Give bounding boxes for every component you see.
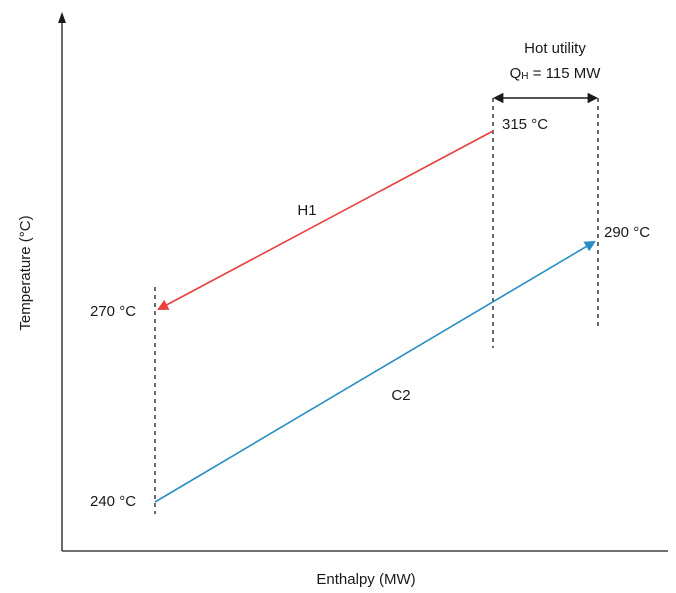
- hot-stream-start-temp: 315 °C: [502, 116, 548, 133]
- hot-utility-q-subscript: H: [521, 71, 528, 82]
- hot-stream-name: H1: [297, 202, 316, 219]
- cold-stream-line: [154, 240, 596, 503]
- hot-utility-q-symbol: Q: [510, 65, 522, 82]
- hot-utility-q-value: = 115 MW: [529, 65, 602, 82]
- cold-stream-end-temp: 290 °C: [604, 224, 650, 241]
- x-axis-label: Enthalpy (MW): [316, 571, 415, 588]
- y-axis-label: Temperature (°C): [17, 215, 34, 330]
- y-axis-arrowhead-icon: [58, 12, 66, 23]
- cold-stream-start-temp: 240 °C: [90, 493, 136, 510]
- cold-stream-name: C2: [391, 387, 410, 404]
- hot-stream-line: [157, 130, 494, 311]
- hot-stream-end-temp: 270 °C: [90, 303, 136, 320]
- hot-utility-duty: QH = 115 MW: [510, 65, 602, 82]
- hot-utility-title: Hot utility: [524, 40, 586, 57]
